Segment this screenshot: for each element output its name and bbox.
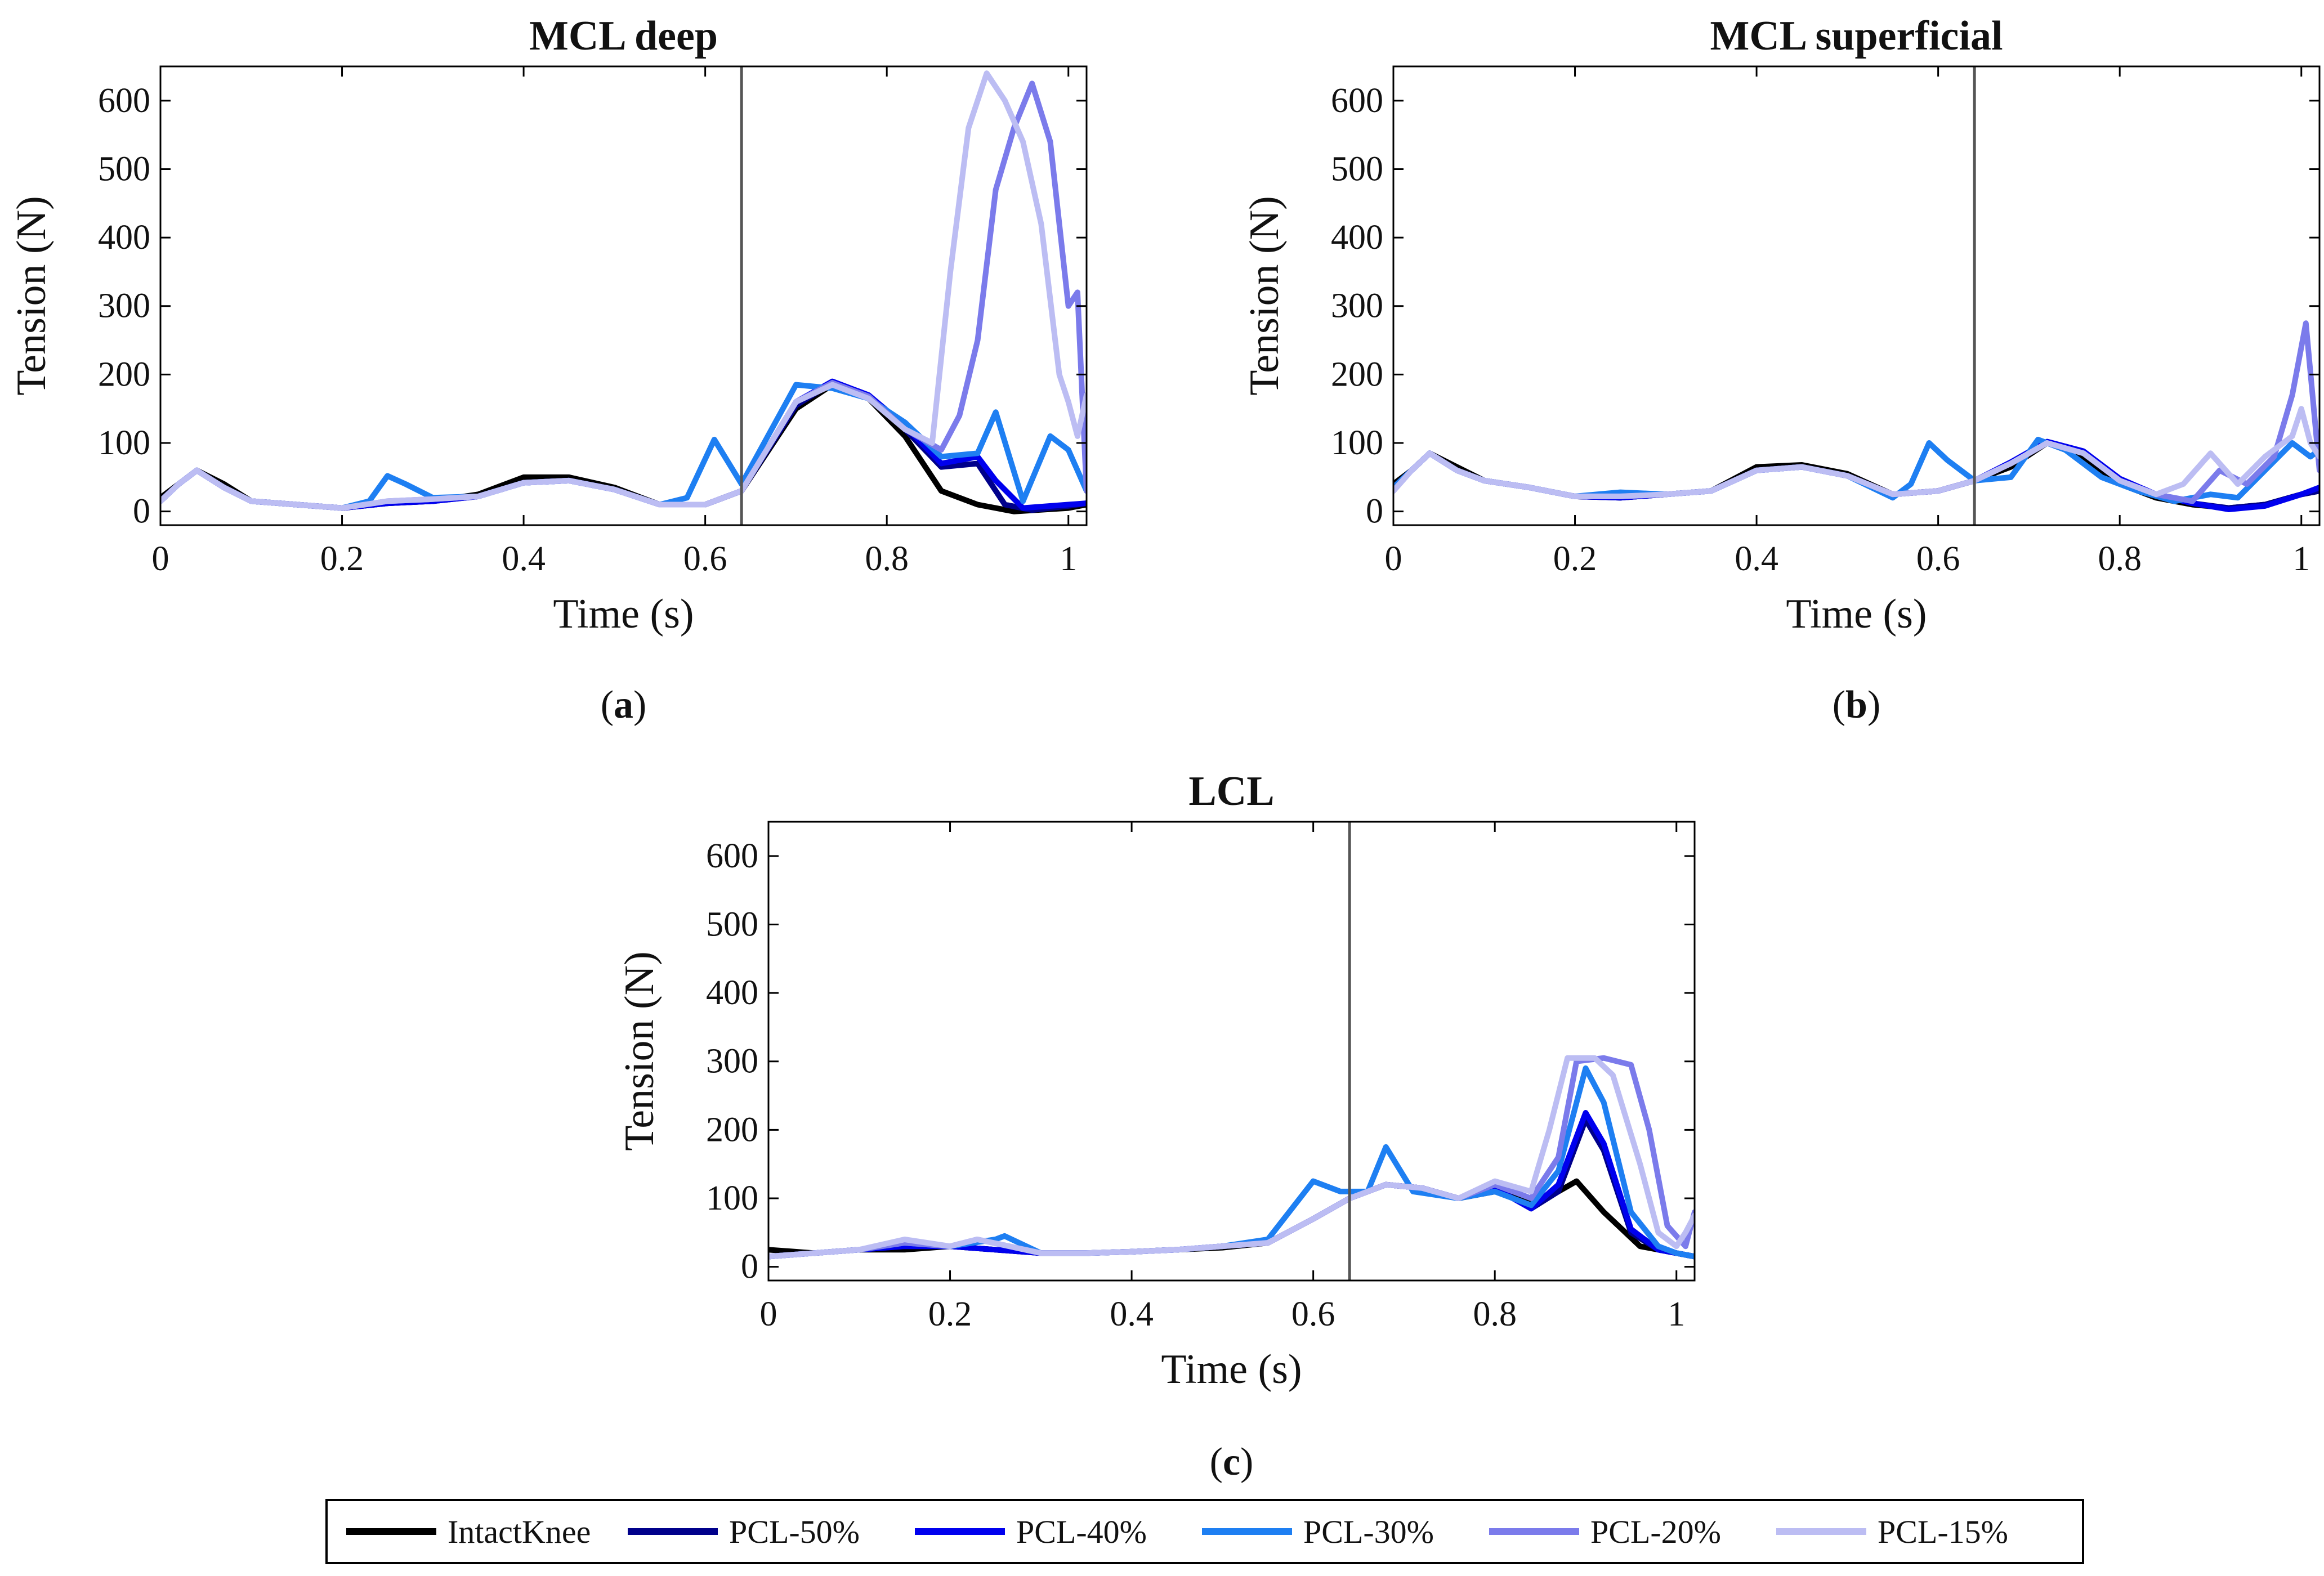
y-tick-label: 100 [1331, 424, 1383, 462]
x-tick-label: 0.4 [1735, 540, 1778, 578]
panel-label: (a) [601, 683, 647, 727]
panel-title: MCL superficial [1710, 13, 2003, 59]
panel-label-close-paren: ) [633, 683, 646, 727]
x-tick-label: 0.6 [1916, 540, 1960, 578]
panel-c: LCL 0 0.2 0.4 0.6 0.8 1 0 100 200 300 400 500 600 Time… [616, 768, 1696, 1484]
panel-label: (c) [1210, 1440, 1254, 1484]
y-axis-label: Tension (N) [1241, 196, 1288, 395]
panel-label-close-paren: ) [1867, 683, 1880, 727]
y-tick-label: 400 [706, 974, 758, 1012]
x-tick-label: 0.8 [1473, 1295, 1517, 1333]
x-tick-label: 0.8 [865, 540, 909, 578]
y-axis-label: Tension (N) [616, 951, 663, 1150]
y-tick-label: 600 [1331, 82, 1383, 120]
x-tick-label: 0.4 [1110, 1295, 1154, 1333]
legend-label: PCL-15% [1878, 1514, 2008, 1550]
legend-label: PCL-30% [1303, 1514, 1434, 1550]
panel-label-letter: a [614, 683, 633, 727]
x-tick-label: 1 [1668, 1295, 1685, 1333]
legend-item: PCL-50% [628, 1514, 860, 1550]
x-axis-label: Time (s) [553, 591, 694, 637]
y-tick-label: 0 [741, 1248, 758, 1286]
axes-frame [767, 821, 1696, 1282]
panel-label-open-paren: ( [1833, 683, 1845, 727]
y-tick-label: 400 [98, 218, 150, 257]
y-tick-label: 100 [706, 1179, 758, 1217]
x-tick-label: 0.6 [1291, 1295, 1335, 1333]
x-tick-label: 0 [760, 1295, 777, 1333]
x-tick-label: 0.2 [928, 1295, 972, 1333]
series-group [768, 1055, 1695, 1260]
y-tick-label: 600 [706, 837, 758, 875]
x-tick-label: 0.2 [1553, 540, 1597, 578]
panel-title: LCL [1188, 768, 1274, 814]
panel-title: MCL deep [529, 13, 718, 59]
legend-item: PCL-15% [1776, 1514, 2008, 1550]
legend-label: PCL-40% [1016, 1514, 1147, 1550]
y-tick-label: 0 [133, 492, 150, 531]
y-axis-label: Tension (N) [8, 196, 55, 395]
y-tick-label: 400 [1331, 218, 1383, 257]
x-axis-label: Time (s) [1161, 1346, 1302, 1393]
panel-a: MCL deep 0 0.2 0.4 0.6 0.8 1 0 100 200 300 400 500 60… [8, 13, 1088, 727]
y-tick-label: 300 [98, 287, 150, 325]
panel-label-open-paren: ( [601, 683, 614, 727]
legend-item: PCL-40% [915, 1514, 1147, 1550]
series-line-pcl-15- [768, 1055, 1695, 1260]
panel-label-open-paren: ( [1210, 1440, 1223, 1484]
y-tick-label: 300 [706, 1042, 758, 1081]
panel-label-letter: c [1223, 1440, 1240, 1484]
x-tick-label: 0.8 [2098, 540, 2142, 578]
y-tick-label: 0 [1366, 492, 1383, 531]
y-tick-label: 200 [98, 355, 150, 393]
legend-item: PCL-30% [1202, 1514, 1434, 1550]
legend-item: PCL-20% [1489, 1514, 1721, 1550]
axes-frame [159, 65, 1088, 526]
x-tick-label: 1 [2292, 540, 2310, 578]
y-tick-label: 200 [706, 1111, 758, 1149]
series-line-pcl-15- [1393, 406, 2319, 499]
x-tick-label: 0.2 [320, 540, 364, 578]
x-tick-label: 0 [1385, 540, 1402, 578]
series-group [1393, 320, 2319, 512]
legend-label: PCL-20% [1590, 1514, 1721, 1550]
y-tick-label: 200 [1331, 355, 1383, 393]
y-tick-label: 100 [98, 424, 150, 462]
axes-frame [1392, 65, 2321, 526]
legend: IntactKnee PCL-50% PCL-40% PCL-30% PCL-20% PC… [325, 1499, 2084, 1564]
x-tick-label: 0 [152, 540, 169, 578]
y-tick-label: 300 [1331, 287, 1383, 325]
x-tick-label: 0.4 [502, 540, 546, 578]
legend-item: IntactKnee [346, 1514, 591, 1550]
legend-label: PCL-50% [729, 1514, 860, 1550]
x-axis-label: Time (s) [1786, 591, 1927, 637]
y-tick-label: 500 [98, 150, 150, 188]
panel-label-close-paren: ) [1240, 1440, 1253, 1484]
y-tick-label: 500 [1331, 150, 1383, 188]
x-tick-label: 0.6 [683, 540, 727, 578]
panel-label-letter: b [1845, 683, 1867, 727]
x-tick-label: 1 [1060, 540, 1077, 578]
panel-b: MCL superficial 0 0.2 0.4 0.6 0.8 1 0 100 200 300 4… [1241, 13, 2321, 727]
legend-label: IntactKnee [448, 1514, 591, 1550]
y-tick-label: 500 [706, 905, 758, 943]
panel-label: (b) [1833, 683, 1881, 727]
y-tick-label: 600 [98, 82, 150, 120]
